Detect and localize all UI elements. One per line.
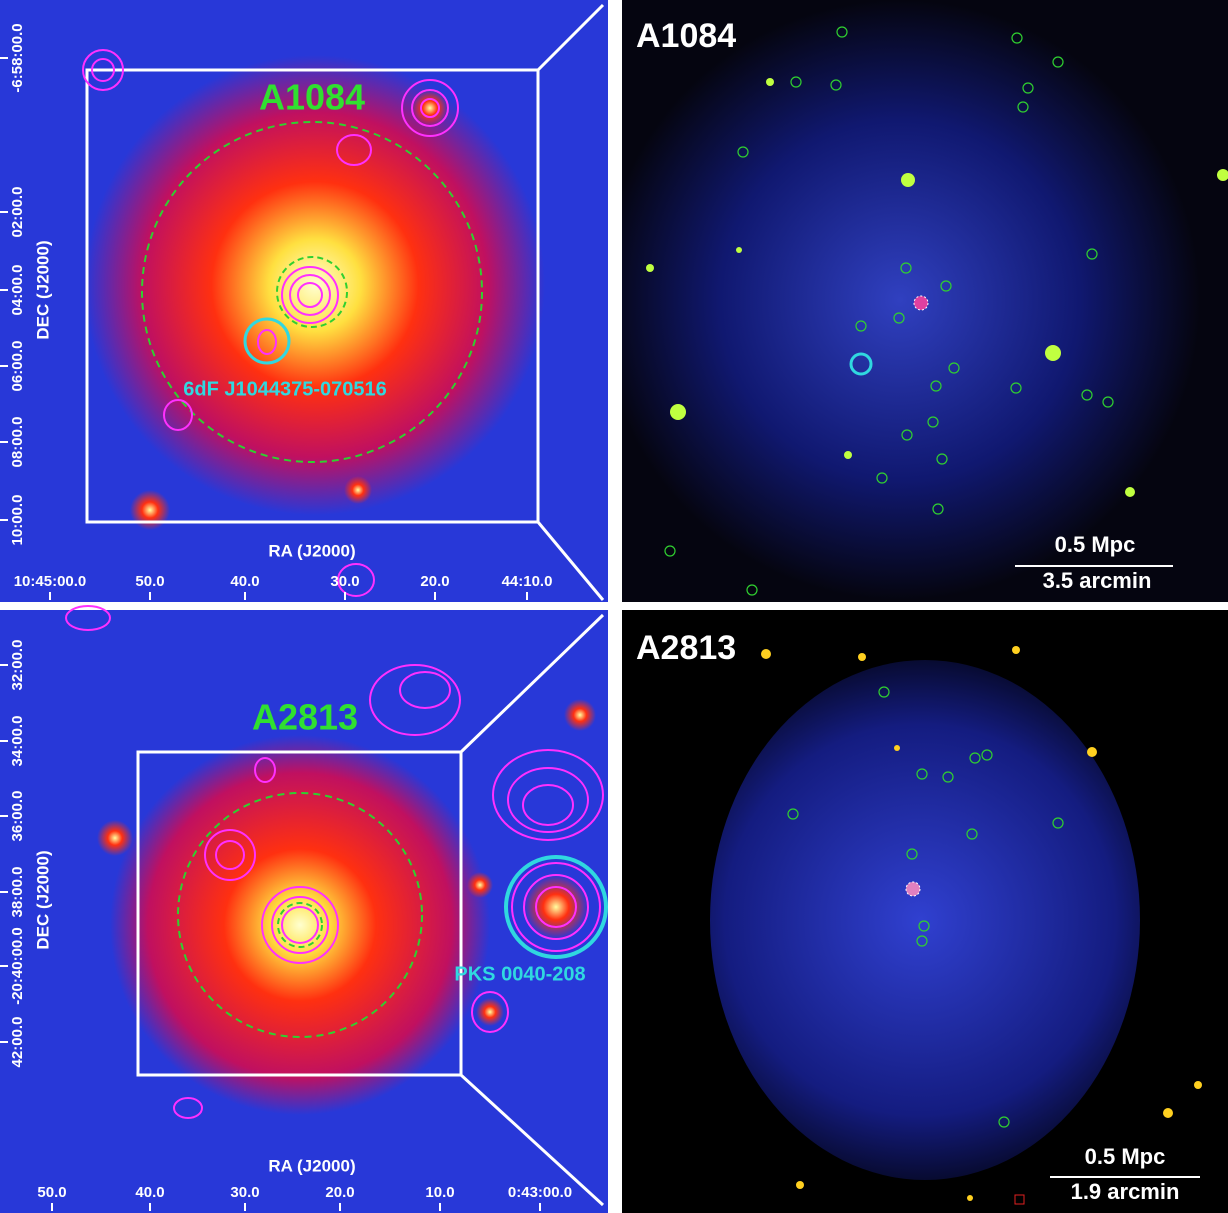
ra-tick-label: 40.0: [135, 1184, 164, 1201]
optical-panel-a2813: A2813 0.5 Mpc 1.9 arcmin: [622, 610, 1228, 1213]
dec-tick-label: 10:00.0: [9, 495, 26, 546]
dec-tick-label: 42:00.0: [9, 1017, 26, 1068]
source-label: 6dF J1044375-070516: [183, 378, 387, 400]
ra-tick-label: 50.0: [135, 573, 164, 590]
dec-tick-label: 02:00.0: [9, 187, 26, 238]
scale-arcmin: 1.9 arcmin: [1071, 1179, 1180, 1204]
dec-axis-label: DEC (J2000): [33, 240, 52, 339]
scale-mpc: 0.5 Mpc: [1085, 1144, 1166, 1169]
dec-tick-label: 38:00.0: [9, 867, 26, 918]
panel-label: A1084: [636, 17, 736, 55]
source-label: PKS 0040-208: [454, 963, 585, 985]
dec-tick-label: 06:00.0: [9, 341, 26, 392]
dec-axis-label: DEC (J2000): [33, 850, 52, 949]
dec-tick-label: 36:00.0: [9, 791, 26, 842]
ra-axis-label: RA (J2000): [268, 1156, 355, 1175]
ra-tick-label: 40.0: [230, 573, 259, 590]
ra-tick-label: 20.0: [325, 1184, 354, 1201]
dec-tick-label: -6:58:00.0: [9, 23, 26, 92]
scale-mpc: 0.5 Mpc: [1055, 532, 1136, 557]
dec-tick-label: -20:40:00.0: [9, 927, 26, 1005]
ra-tick-label: 30.0: [330, 573, 359, 590]
cluster-label: A1084: [259, 77, 365, 118]
ra-tick-label: 0:43:00.0: [508, 1184, 572, 1201]
ra-tick-label: 50.0: [37, 1184, 66, 1201]
optical-panel-a1084: A1084 0.5 Mpc 3.5 arcmin: [622, 0, 1228, 602]
ra-tick-label: 10:45:00.0: [14, 573, 87, 590]
dec-tick-label: 08:00.0: [9, 417, 26, 468]
xray-panel-a1084: A1084 6dF J1044375-070516 RA (J2000) DEC…: [0, 0, 608, 602]
ra-tick-label: 20.0: [420, 573, 449, 590]
dec-tick-label: 34:00.0: [9, 716, 26, 767]
xray-panel-a2813: A2813 PKS 0040-208 RA (J2000) DEC (J2000…: [0, 606, 608, 1213]
ra-tick-label: 30.0: [230, 1184, 259, 1201]
ra-axis-label: RA (J2000): [268, 541, 355, 560]
ra-tick-label: 44:10.0: [502, 573, 553, 590]
scale-arcmin: 3.5 arcmin: [1043, 568, 1152, 593]
dec-tick-label: 32:00.0: [9, 640, 26, 691]
dec-tick-label: 04:00.0: [9, 265, 26, 316]
cluster-label: A2813: [252, 697, 358, 738]
ra-tick-label: 10.0: [425, 1184, 454, 1201]
figure: A1084 6dF J1044375-070516 RA (J2000) DEC…: [0, 0, 1228, 1213]
panel-label: A2813: [636, 629, 736, 667]
